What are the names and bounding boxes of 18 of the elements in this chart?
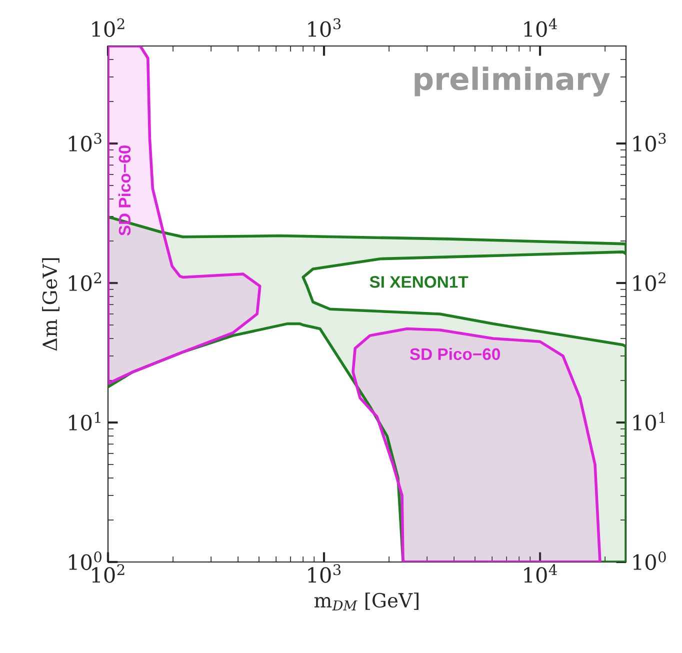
- y-tick-label: 10$^{2}$: [69, 272, 102, 292]
- annotation: preliminary: [414, 66, 610, 96]
- x-tick-label: 10$^{3}$: [308, 564, 341, 583]
- series-label: SD Pico−60: [118, 146, 131, 236]
- text: 10$^{2}$: [633, 272, 666, 292]
- y-tick-label: 10$^{3}$: [69, 132, 102, 152]
- text: 10$^{3}$: [308, 18, 341, 37]
- y-tick-label: 10$^{1}$: [69, 412, 100, 431]
- series-label: SI XENON1T: [370, 276, 468, 288]
- x-axis-title: m$_{DM}$ [GeV]: [314, 592, 418, 610]
- x-tick-label: 10$^{4}$: [524, 564, 557, 583]
- y-axis-title: Δm [GeV]: [42, 258, 60, 351]
- text: 10$^{3}$: [633, 132, 666, 152]
- text: 10$^{1}$: [633, 412, 665, 431]
- text: 10$^{0}$: [633, 551, 666, 570]
- text: 10$^{2}$: [92, 18, 124, 37]
- series-label: SD Pico−60: [410, 348, 500, 360]
- text: 10$^{4}$: [524, 18, 557, 37]
